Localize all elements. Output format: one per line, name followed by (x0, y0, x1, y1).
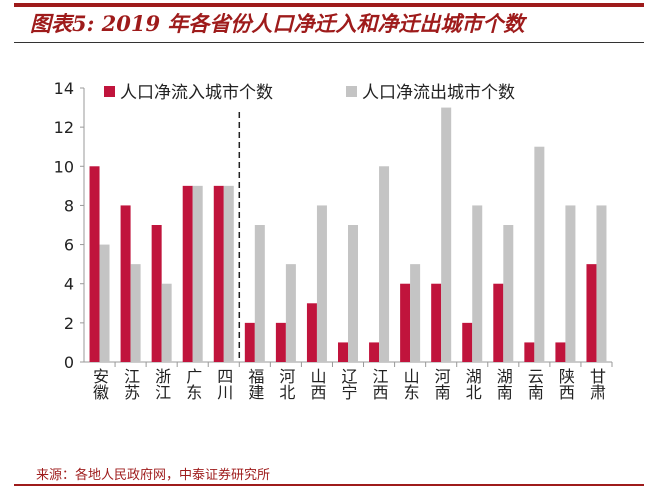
bar-outflow-山东 (410, 264, 421, 362)
bar-outflow-陕西 (565, 205, 576, 362)
bar-outflow-湖北 (472, 205, 483, 362)
bottom-rule (14, 484, 644, 486)
bar-inflow-湖北 (462, 322, 473, 362)
chart-title: 图表5: 2019 年各省份人口净迁入和净迁出城市个数 (30, 11, 525, 36)
bar-outflow-广东 (192, 185, 203, 362)
bar-inflow-辽宁 (338, 342, 348, 362)
legend-label: 人口净流出城市个数 (362, 83, 515, 103)
x-tick-label: 浙江 (152, 368, 171, 400)
y-tick-label: 4 (64, 275, 74, 294)
bar-inflow-云南 (524, 342, 535, 362)
bar-outflow-浙江 (161, 283, 172, 362)
bar-inflow-广东 (182, 185, 193, 362)
x-tick-label: 河南 (432, 368, 451, 400)
x-tick-label: 甘肃 (587, 368, 606, 400)
bar-outflow-河南 (441, 107, 452, 362)
x-tick-label: 江苏 (121, 368, 140, 401)
legend-swatch (104, 86, 115, 97)
x-tick-label: 云南 (525, 368, 544, 400)
bar-inflow-河北 (275, 322, 286, 362)
bar-outflow-福建 (254, 225, 265, 362)
x-tick-label: 山东 (401, 368, 420, 400)
y-tick-label: 2 (64, 314, 74, 333)
top-rule (14, 3, 644, 7)
bar-outflow-辽宁 (348, 225, 358, 362)
bar-inflow-山西 (306, 303, 317, 362)
bar-outflow-江西 (379, 166, 390, 362)
x-tick-label: 辽宁 (339, 368, 358, 400)
bar-inflow-甘肃 (586, 264, 597, 362)
y-tick-label: 12 (54, 118, 74, 137)
bar-outflow-安徽 (99, 244, 110, 362)
bar-outflow-甘肃 (596, 205, 607, 362)
title-rule (14, 42, 644, 43)
bar-inflow-四川 (213, 185, 224, 362)
y-tick-label: 14 (54, 79, 74, 98)
bar-outflow-湖南 (503, 225, 514, 362)
bar-outflow-河北 (285, 264, 296, 362)
bar-inflow-福建 (244, 322, 255, 362)
y-tick-label: 0 (64, 353, 74, 372)
bar-inflow-陕西 (555, 342, 566, 362)
x-tick-label: 湖北 (463, 368, 482, 400)
bar-inflow-江苏 (120, 205, 131, 362)
bar-inflow-湖南 (493, 283, 504, 362)
x-tick-label: 安徽 (90, 368, 109, 400)
x-tick-label: 陕西 (556, 368, 575, 400)
bar-inflow-山东 (400, 283, 411, 362)
y-tick-label: 8 (64, 196, 74, 215)
bar-outflow-四川 (223, 185, 234, 362)
bar-outflow-江苏 (130, 264, 141, 362)
bar-outflow-云南 (534, 146, 545, 362)
x-tick-label: 四川 (214, 368, 233, 400)
legend-swatch (346, 86, 357, 97)
bar-inflow-安徽 (89, 166, 100, 362)
x-tick-label: 江西 (370, 368, 389, 400)
y-tick-label: 10 (54, 157, 74, 176)
x-tick-label: 广东 (183, 368, 202, 400)
bar-inflow-河南 (431, 283, 442, 362)
bar-outflow-山西 (316, 205, 327, 362)
y-tick-label: 6 (64, 236, 74, 255)
bar-inflow-江西 (369, 342, 380, 362)
bar-inflow-浙江 (151, 225, 162, 362)
x-tick-label: 河北 (276, 368, 295, 400)
x-tick-label: 山西 (307, 368, 326, 400)
source-note: 来源：各地人民政府网，中泰证券研究所 (36, 468, 271, 483)
x-tick-label: 福建 (245, 368, 264, 400)
legend-label: 人口净流入城市个数 (120, 83, 273, 103)
x-tick-label: 湖南 (494, 368, 513, 400)
